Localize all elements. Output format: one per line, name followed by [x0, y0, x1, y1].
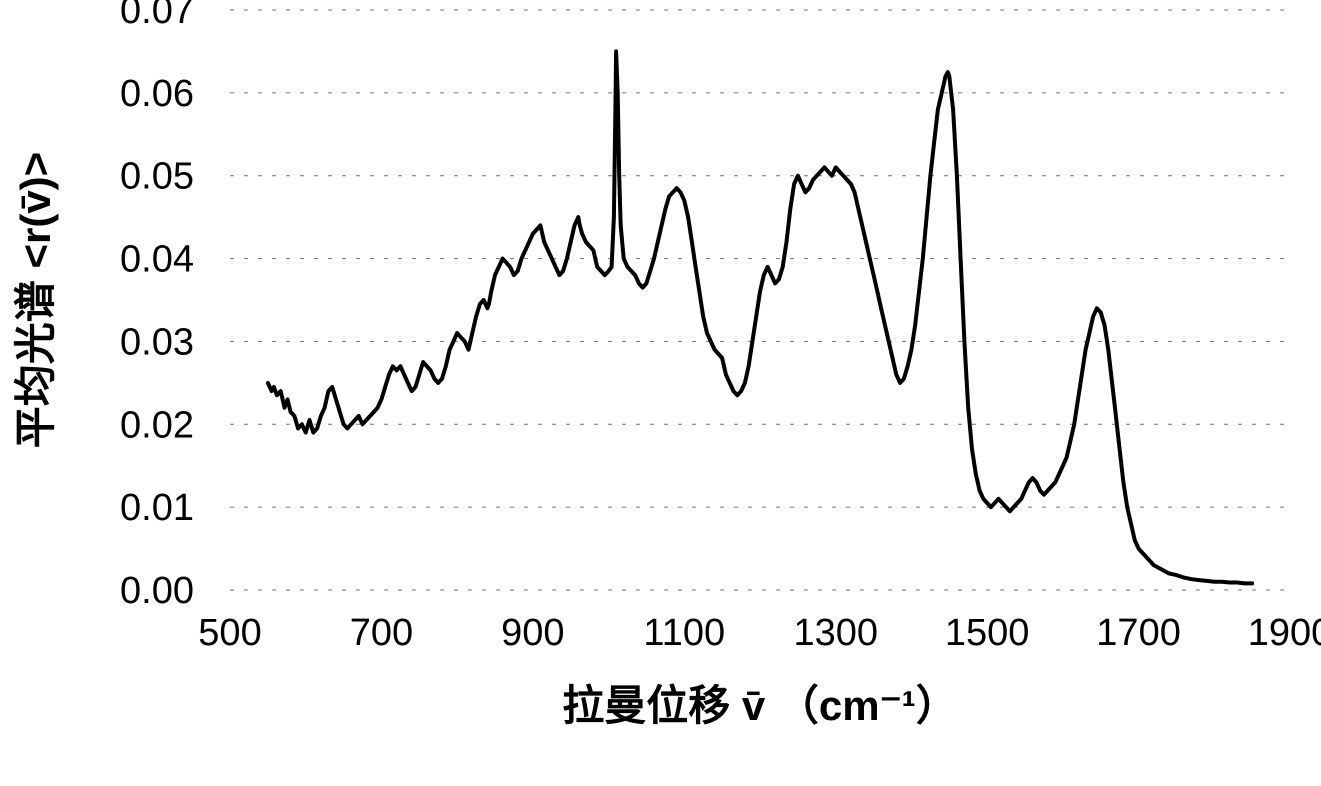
y-tick-label: 0.05 [120, 156, 194, 198]
y-axis-label: 平均光谱 <r(v̄)> [12, 152, 59, 448]
x-axis-label: 拉曼位移 v̄ （cm⁻¹） [562, 682, 958, 729]
x-tick-label: 1500 [945, 612, 1030, 654]
y-tick-label: 0.03 [120, 321, 194, 363]
raman-spectrum-chart: 0.00 0.01 0.02 0.03 0.04 0.05 0.06 0.07 500 700 90… [0, 0, 1321, 786]
x-tick-label: 1900 [1248, 612, 1321, 654]
y-tick-label: 0.01 [120, 487, 194, 529]
x-tick-label: 1300 [793, 612, 878, 654]
x-tick-label: 1100 [643, 612, 725, 654]
y-tick-label: 0.00 [120, 570, 194, 612]
y-tick-label: 0.02 [120, 404, 194, 446]
x-tick-label: 500 [198, 612, 261, 654]
spectrum-line [268, 51, 1252, 583]
y-tick-label: 0.07 [120, 0, 194, 32]
y-tick-label: 0.06 [120, 73, 194, 115]
x-tick-label: 900 [501, 612, 564, 654]
y-tick-label: 0.04 [120, 239, 194, 281]
chart-svg: 0.00 0.01 0.02 0.03 0.04 0.05 0.06 0.07 500 700 90… [0, 0, 1321, 786]
x-tick-label: 1700 [1096, 612, 1181, 654]
x-tick-label: 700 [350, 612, 413, 654]
